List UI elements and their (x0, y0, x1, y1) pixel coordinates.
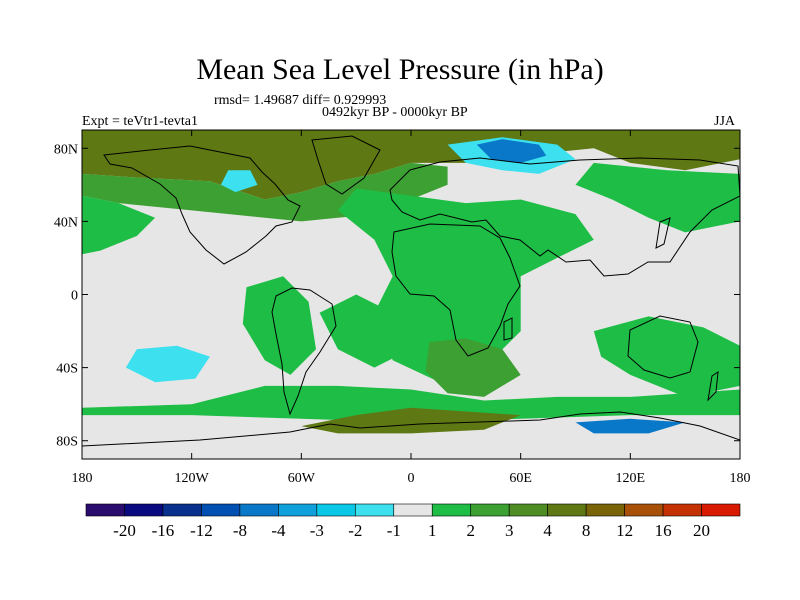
x-axis: 180 120W 60W 0 60E 120E 180 (72, 130, 751, 486)
period-label: 0492kyr BP - 0000kyr BP (322, 105, 468, 120)
colorbar-label: -1 (387, 521, 401, 540)
colorbar-label: -20 (113, 521, 136, 540)
colorbar-label: -12 (190, 521, 213, 540)
colorbar-swatch (85, 503, 125, 517)
coastline-madagascar (503, 317, 513, 341)
y-tick-label: 40S (56, 362, 78, 377)
region-north-pacific-positive (82, 195, 156, 255)
region-south-pacific-negative (125, 345, 210, 383)
colorbar-swatch (239, 503, 279, 517)
colorbar-swatch (316, 503, 356, 517)
coastline-eurasia (389, 157, 740, 277)
x-tick-label: 0 (408, 471, 415, 486)
x-tick-label: 180 (730, 471, 751, 486)
page-title: Mean Sea Level Pressure (in hPa) (196, 53, 604, 86)
colorbar-label: 20 (693, 521, 710, 540)
colorbar-label: 8 (582, 521, 591, 540)
x-tick-label: 60W (288, 471, 316, 486)
colorbar-label: -16 (152, 521, 175, 540)
y-tick-label: 80S (56, 435, 78, 450)
colorbar-label: -3 (310, 521, 324, 540)
stats-label: rmsd= 1.49687 diff= 0.929993 (214, 93, 387, 108)
coastlines (82, 135, 740, 447)
x-tick-label: 120W (175, 471, 210, 486)
colorbar-label: 16 (655, 521, 672, 540)
colorbar-label: 2 (466, 521, 475, 540)
colorbar-swatch (278, 503, 318, 517)
experiment-label: Expt = teVtr1-tevta1 (82, 114, 198, 129)
colorbar: -20 -16 -12 -8 -4 -3 -2 -1 1 2 3 4 8 12 16 20 (85, 503, 741, 540)
colorbar-label: 12 (616, 521, 633, 540)
colorbar-swatch (624, 503, 664, 517)
colorbar-swatch (547, 503, 587, 517)
x-tick-label: 180 (72, 471, 93, 486)
y-axis: 80N 40N 0 40S 80S (54, 142, 740, 450)
coastline-australia (627, 315, 699, 379)
coastline-africa (391, 223, 521, 357)
x-tick-label: 60E (509, 471, 532, 486)
region-south-america-positive (242, 276, 316, 375)
colorbar-swatch (662, 503, 702, 517)
colorbar-swatch (162, 503, 202, 517)
colorbar-label: -2 (348, 521, 362, 540)
coastline-south-america (271, 287, 337, 416)
colorbar-swatch (431, 503, 472, 517)
region-barents-strong-negative (476, 139, 547, 163)
region-antarctic-negative (575, 418, 686, 434)
y-tick-label: 80N (54, 142, 78, 157)
colorbar-label: -4 (271, 521, 286, 540)
region-southern-ocean-positive (82, 385, 740, 423)
colorbar-swatch (470, 503, 510, 517)
coastline-antarctica (82, 411, 740, 447)
region-east-asia-pacific-positive (575, 162, 740, 233)
colorbar-swatch (201, 503, 241, 517)
colorbar-label: 4 (543, 521, 552, 540)
colorbar-swatch (393, 503, 433, 517)
coastline-new-zealand (707, 370, 719, 402)
colorbar-label: 3 (505, 521, 514, 540)
colorbar-swatch (585, 503, 625, 517)
colorbar-swatch (354, 503, 395, 517)
region-canada-negative (220, 170, 258, 193)
colorbar-label: 1 (428, 521, 437, 540)
y-tick-label: 0 (71, 289, 78, 304)
coastline-japan (655, 217, 671, 249)
coastline-north-america (103, 145, 301, 265)
x-tick-label: 120E (616, 471, 646, 486)
colorbar-label: -8 (233, 521, 247, 540)
colorbar-swatch (124, 503, 164, 517)
colorbar-swatch (508, 503, 548, 517)
region-australia-positive (593, 316, 740, 397)
colorbar-swatch (701, 503, 741, 517)
season-label: JJA (714, 114, 736, 129)
region-tropical-atlantic-positive (319, 294, 411, 368)
coastline-greenland (311, 135, 381, 195)
y-tick-label: 40N (54, 215, 78, 230)
region-southern-africa-strong (425, 338, 521, 397)
